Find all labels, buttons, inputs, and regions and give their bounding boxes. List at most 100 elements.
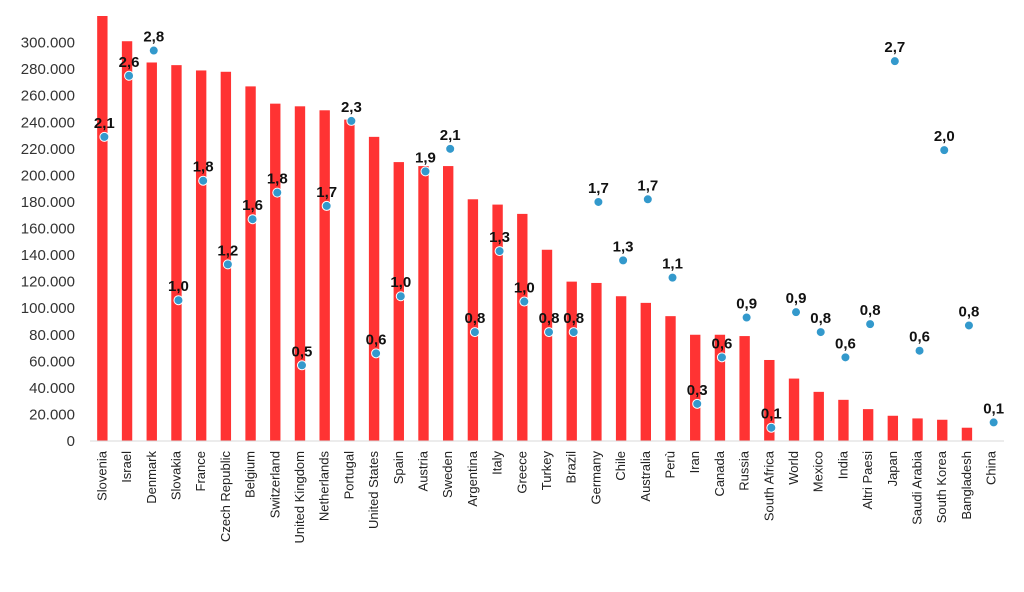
bar — [912, 418, 923, 441]
data-label: 2,8 — [143, 29, 164, 46]
bar — [294, 106, 306, 441]
x-tick-label: Chile — [613, 451, 628, 481]
x-tick-label: Israel — [119, 451, 134, 483]
bar — [121, 41, 133, 441]
data-label: 0,1 — [761, 406, 782, 423]
x-tick-label: Mexico — [811, 451, 826, 492]
y-tick-label: 280.000 — [21, 61, 75, 78]
data-point — [716, 352, 727, 363]
bar — [961, 427, 973, 441]
bar — [319, 110, 330, 441]
y-tick-label: 260.000 — [21, 88, 75, 105]
data-point — [618, 255, 629, 266]
data-label: 2,7 — [884, 39, 905, 56]
data-label: 0,1 — [983, 400, 1004, 417]
bar — [517, 213, 528, 441]
x-tick-label: Germany — [588, 451, 603, 505]
x-tick-label: Spain — [391, 451, 406, 484]
bar — [220, 71, 232, 441]
x-tick-label: Saudi Arabia — [910, 450, 925, 524]
x-tick-label: Altri Paesi — [860, 451, 875, 510]
data-label: 1,3 — [489, 229, 510, 246]
data-label: 0,6 — [366, 331, 387, 348]
x-tick-label: South Africa — [761, 450, 776, 521]
data-point — [766, 422, 777, 433]
bar — [541, 249, 553, 441]
y-tick-label: 300.000 — [21, 35, 75, 52]
data-point — [445, 143, 456, 154]
data-point — [865, 319, 876, 330]
x-tick-label: Austria — [415, 450, 430, 491]
data-label: 0,6 — [909, 329, 930, 346]
data-label: 2,1 — [94, 115, 115, 132]
data-point — [741, 312, 752, 323]
bar — [813, 391, 824, 441]
data-point — [889, 56, 900, 67]
data-point — [791, 307, 802, 318]
point-series: 2,12,62,81,01,81,21,61,80,51,72,30,61,01… — [94, 29, 1004, 433]
bar — [887, 415, 899, 441]
data-point — [99, 131, 110, 142]
x-tick-label: Czech Republic — [218, 451, 233, 543]
data-label: 2,1 — [440, 127, 461, 144]
x-tick-label: Switzerland — [267, 451, 282, 518]
data-label: 0,5 — [292, 343, 313, 360]
bar — [937, 419, 948, 441]
data-point — [568, 327, 579, 338]
data-label: 2,0 — [934, 128, 955, 145]
data-point — [371, 348, 382, 359]
bar — [862, 409, 874, 441]
data-point — [148, 45, 159, 56]
data-point — [222, 259, 233, 270]
x-tick-label: India — [835, 450, 850, 479]
data-point — [988, 417, 999, 428]
bar — [393, 162, 404, 441]
data-label: 0,8 — [860, 302, 881, 319]
data-label: 2,3 — [341, 99, 362, 116]
data-label: 0,6 — [711, 335, 732, 352]
data-label: 1,7 — [637, 177, 658, 194]
y-tick-label: 0 — [67, 433, 75, 450]
bar — [788, 378, 800, 441]
data-label: 0,9 — [736, 295, 757, 312]
x-tick-label: Sweden — [440, 451, 455, 498]
data-label: 1,6 — [242, 197, 263, 214]
data-label: 0,8 — [959, 303, 980, 320]
bar — [443, 166, 454, 441]
data-point — [642, 194, 653, 205]
y-tick-label: 60.000 — [29, 353, 75, 370]
x-axis: Slovenia Israel Denmark Slovakia France Czech… — [90, 440, 1004, 544]
data-point — [939, 145, 950, 156]
y-tick-label: 160.000 — [21, 221, 75, 238]
bar — [838, 399, 849, 441]
data-point — [469, 327, 480, 338]
x-tick-label: Belgium — [243, 451, 258, 498]
data-point — [692, 398, 703, 409]
x-tick-label: Greece — [514, 451, 529, 494]
bar — [714, 334, 726, 441]
x-tick-label: Slovenia — [94, 450, 109, 501]
data-point — [173, 295, 184, 306]
x-tick-label: France — [193, 451, 208, 491]
bar — [368, 136, 380, 441]
x-tick-label: Turkey — [539, 451, 554, 491]
bar — [344, 119, 355, 441]
bar — [467, 199, 479, 441]
data-point — [420, 166, 431, 177]
data-point — [914, 345, 925, 356]
data-label: 0,8 — [810, 310, 831, 327]
x-tick-label: Denmark — [144, 451, 159, 504]
bar — [591, 282, 602, 441]
data-point — [395, 291, 406, 302]
x-tick-label: Perù — [663, 451, 678, 478]
data-point — [593, 196, 604, 207]
x-tick-label: South Korea — [934, 450, 949, 523]
y-tick-label: 80.000 — [29, 327, 75, 344]
data-point — [272, 187, 283, 198]
data-label: 1,7 — [588, 180, 609, 197]
data-point — [296, 360, 307, 371]
bar — [171, 65, 182, 441]
data-point — [346, 115, 357, 126]
data-label: 1,8 — [267, 171, 288, 188]
